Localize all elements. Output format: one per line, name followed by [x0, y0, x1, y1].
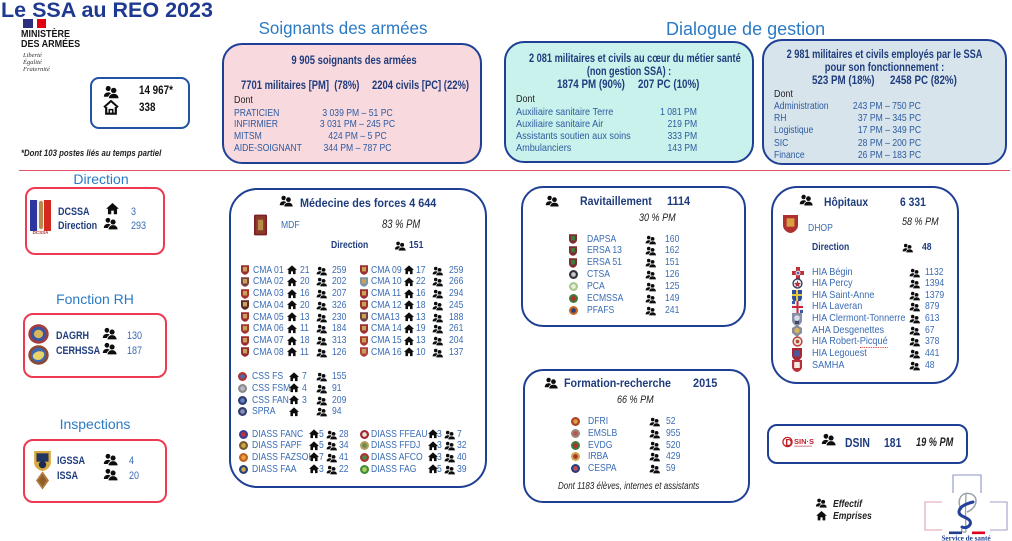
svg-text:D: D [785, 438, 792, 449]
svg-text:SIN·S: SIN·S [794, 437, 814, 446]
svg-text:Service de santé: Service de santé [941, 535, 990, 541]
